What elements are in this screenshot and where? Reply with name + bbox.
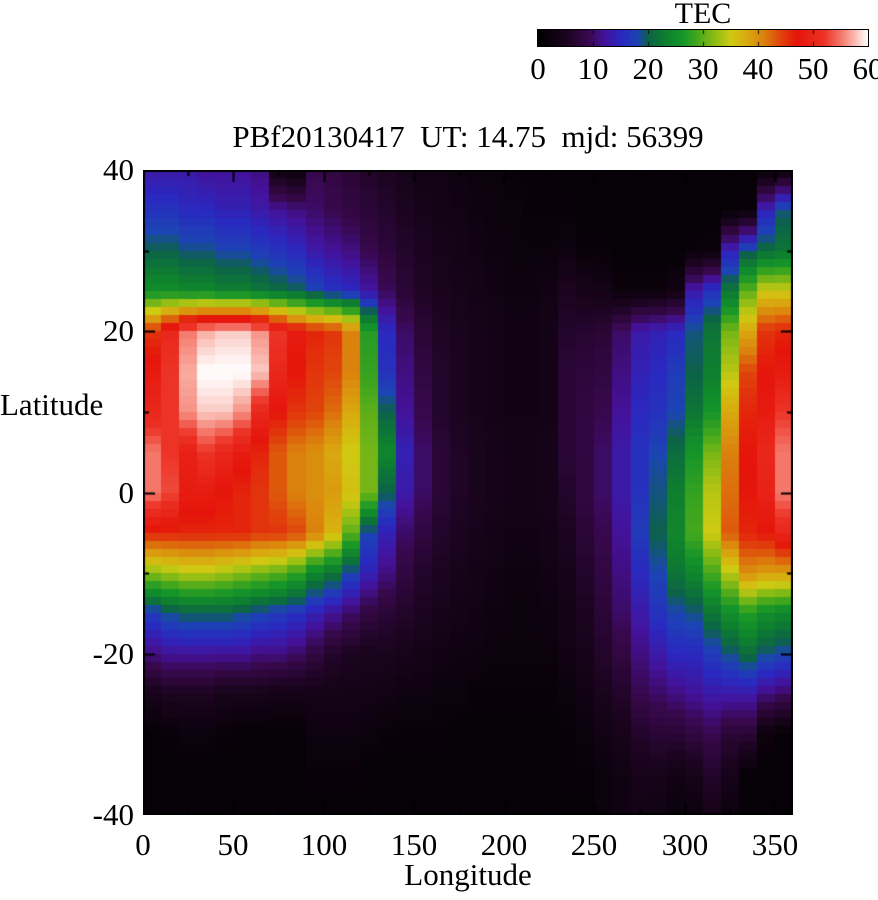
heatmap-plot-area <box>143 170 793 815</box>
y-tick-label: 20 <box>103 313 134 348</box>
x-tick-label: 50 <box>217 827 249 862</box>
y-tick-label: 40 <box>103 152 134 187</box>
tec-heatmap-canvas <box>143 170 793 815</box>
x-tick-label: 150 <box>390 827 438 862</box>
x-tick-label: 250 <box>570 827 618 862</box>
x-tick-label: 200 <box>480 827 528 862</box>
colorbar-tick-label: 30 <box>687 51 719 86</box>
x-tick-label: 350 <box>751 827 799 862</box>
colorbar <box>537 29 869 47</box>
x-axis-label: Longitude <box>404 857 532 892</box>
x-tick-label: 100 <box>300 827 348 862</box>
x-tick-label: 300 <box>661 827 709 862</box>
y-tick-label: -40 <box>92 797 134 832</box>
x-tick-label: 0 <box>135 827 151 862</box>
colorbar-tick-label: 10 <box>577 51 609 86</box>
colorbar-gradient-canvas <box>538 30 868 46</box>
colorbar-tick-label: 60 <box>852 51 878 86</box>
colorbar-title: TEC <box>674 0 732 30</box>
y-tick-label: 0 <box>118 475 135 510</box>
colorbar-tick-label: 50 <box>797 51 829 86</box>
plot-title: PBf20130417 UT: 14.75 mjd: 56399 <box>232 119 704 154</box>
colorbar-tick-label: 0 <box>530 51 546 86</box>
y-axis-label: Latitude <box>0 387 104 422</box>
y-tick-label: -20 <box>92 636 134 671</box>
colorbar-tick-label: 20 <box>632 51 664 86</box>
colorbar-tick-label: 40 <box>742 51 774 86</box>
